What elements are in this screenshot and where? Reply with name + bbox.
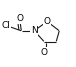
Text: N: N (31, 26, 38, 35)
Text: O: O (44, 17, 51, 26)
Text: Cl: Cl (2, 21, 10, 30)
Text: O: O (41, 48, 48, 57)
Text: O: O (16, 14, 23, 23)
